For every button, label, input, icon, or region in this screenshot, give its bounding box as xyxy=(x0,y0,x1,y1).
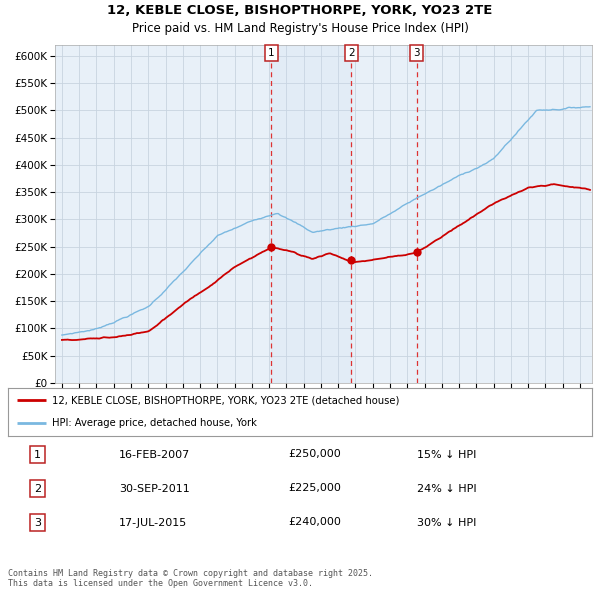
Text: Contains HM Land Registry data © Crown copyright and database right 2025.
This d: Contains HM Land Registry data © Crown c… xyxy=(8,569,373,588)
Text: £225,000: £225,000 xyxy=(289,483,341,493)
Text: Price paid vs. HM Land Registry's House Price Index (HPI): Price paid vs. HM Land Registry's House … xyxy=(131,22,469,35)
Text: £250,000: £250,000 xyxy=(289,450,341,460)
Text: 2: 2 xyxy=(348,48,355,58)
Text: 1: 1 xyxy=(268,48,275,58)
Text: 3: 3 xyxy=(34,517,41,527)
Text: 16-FEB-2007: 16-FEB-2007 xyxy=(119,450,190,460)
Text: 12, KEBLE CLOSE, BISHOPTHORPE, YORK, YO23 2TE: 12, KEBLE CLOSE, BISHOPTHORPE, YORK, YO2… xyxy=(107,4,493,17)
Text: HPI: Average price, detached house, York: HPI: Average price, detached house, York xyxy=(52,418,257,428)
Text: 3: 3 xyxy=(413,48,420,58)
Text: 24% ↓ HPI: 24% ↓ HPI xyxy=(417,483,476,493)
Text: 30-SEP-2011: 30-SEP-2011 xyxy=(119,483,190,493)
Text: 1: 1 xyxy=(34,450,41,460)
Text: 2: 2 xyxy=(34,483,41,493)
Text: £240,000: £240,000 xyxy=(289,517,341,527)
Text: 15% ↓ HPI: 15% ↓ HPI xyxy=(417,450,476,460)
Text: 17-JUL-2015: 17-JUL-2015 xyxy=(119,517,187,527)
Text: 12, KEBLE CLOSE, BISHOPTHORPE, YORK, YO23 2TE (detached house): 12, KEBLE CLOSE, BISHOPTHORPE, YORK, YO2… xyxy=(52,396,399,406)
Bar xyxy=(271,45,351,383)
Text: 30% ↓ HPI: 30% ↓ HPI xyxy=(417,517,476,527)
